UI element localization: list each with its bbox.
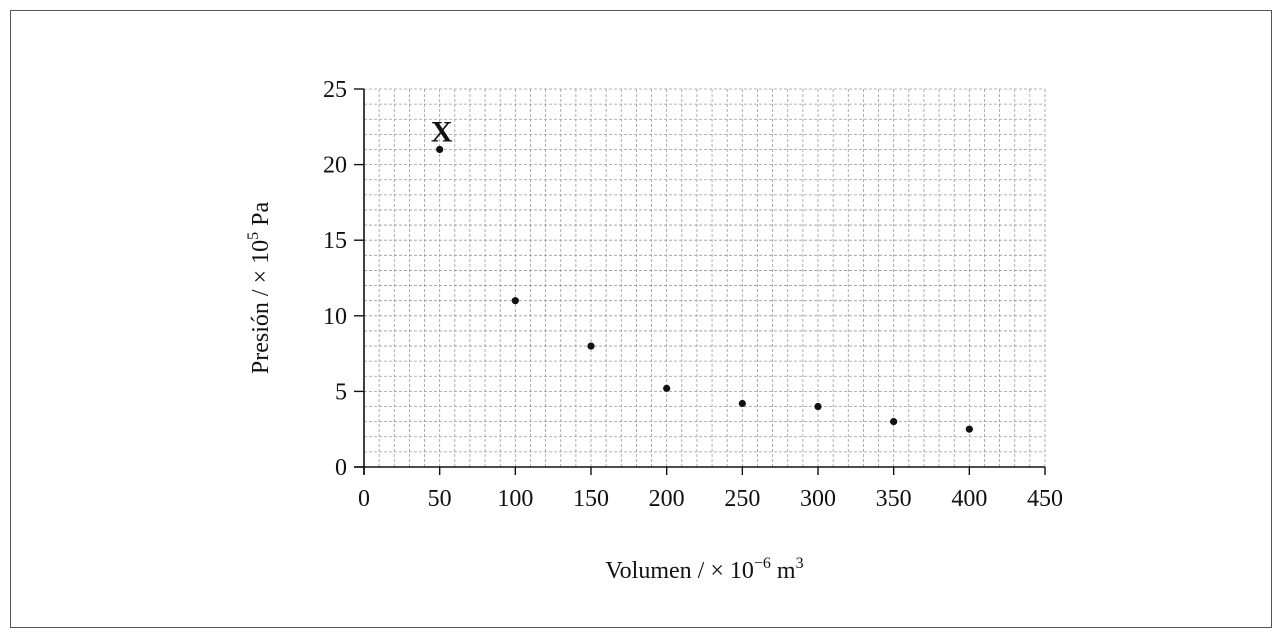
data-point [890,418,898,426]
ticks: 0 50 100 150 200 250 300 350 400 450 0 5 10 15 20 25 [323,77,1063,512]
data-point [663,384,671,392]
y-tick-label: 20 [323,153,347,179]
axes [354,89,1045,475]
point-annotation-label: X [431,115,453,148]
data-points [436,145,973,433]
y-axis-label-unit: Pa [248,202,274,232]
y-axis-label: Presión / × 105 Pa [245,202,274,375]
x-tick-label: 400 [951,486,987,512]
x-axis-label-unit-exponent: 3 [796,555,804,572]
data-point [814,402,822,411]
data-point [511,297,519,305]
x-tick-label: 100 [497,486,533,512]
y-tick-label: 15 [323,228,347,254]
x-tick-label: 250 [724,486,760,512]
y-axis-label-main: Presión / × 10 [248,240,274,374]
x-tick-label: 150 [573,486,609,512]
x-tick-label: 0 [358,486,370,512]
x-axis-label-exponent: −6 [754,555,771,572]
y-tick-label: 0 [335,455,347,481]
x-tick-label: 450 [1027,486,1063,512]
data-point [965,425,973,433]
grid [364,88,1046,467]
x-tick-label: 200 [649,486,685,512]
annotations: X [431,115,453,148]
data-point [436,145,444,154]
y-tick-label: 25 [323,77,347,103]
figure-frame [10,10,1272,628]
y-tick-label: 10 [323,304,347,330]
x-tick-label: 300 [800,486,836,512]
x-tick-label: 50 [428,486,452,512]
data-point [738,399,746,408]
x-axis-label-main: Volumen / × 10 [605,558,753,584]
data-point [587,342,595,350]
x-axis-label-unit: m [771,558,796,584]
y-axis-label-exponent: 5 [245,232,262,240]
x-tick-label: 350 [876,486,912,512]
y-tick-label: 5 [335,379,347,405]
x-axis-label: Volumen / × 10−6 m3 [605,555,803,584]
